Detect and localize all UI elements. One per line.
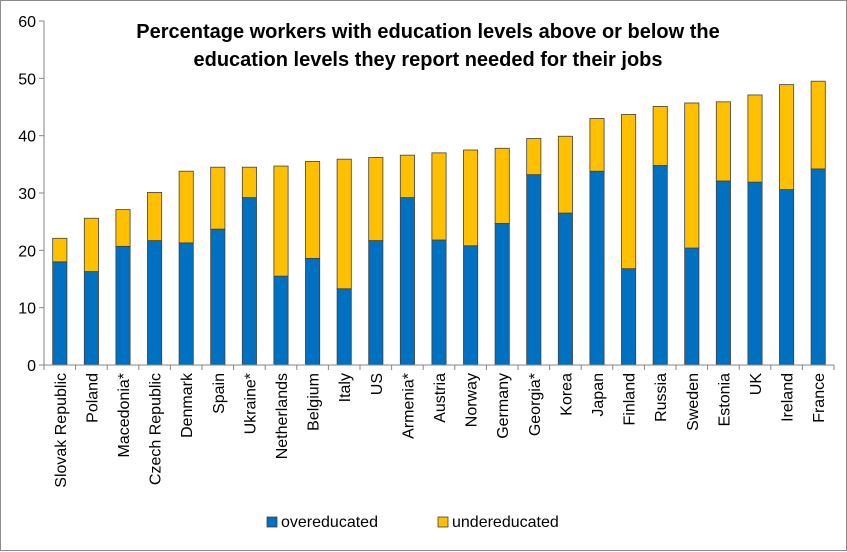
bar-undereducated-sweden [684, 102, 700, 249]
y-tick-label: 30 [18, 186, 36, 203]
bar-overeducated-armenia [399, 197, 415, 366]
bar-undereducated-japan [589, 118, 605, 172]
bar-overeducated-italy [336, 288, 352, 366]
x-tick-label-georgia: Georgia* [527, 373, 544, 436]
x-axis: Slovak Republic Poland Macedonia* Czech Rep… [43, 364, 835, 488]
bar-undereducated-austria [431, 152, 447, 241]
bar-overeducated-denmark [178, 242, 194, 366]
bar-undereducated-korea [557, 135, 573, 214]
bar-undereducated-russia [652, 106, 668, 166]
bar-overeducated-france [810, 168, 826, 366]
x-tick-label-finland: Finland [622, 373, 639, 425]
x-tick-label-netherlands: Netherlands [274, 373, 291, 459]
x-tick-label-us: US [369, 373, 386, 395]
bar-undereducated-slovak-republic [52, 237, 68, 263]
x-tick-label-italy: Italy [337, 373, 354, 402]
x-tick-label-sweden: Sweden [685, 373, 702, 431]
y-tick-label: 60 [18, 14, 36, 31]
x-tick-label-spain: Spain [211, 373, 228, 414]
x-tick-label-norway: Norway [464, 373, 481, 427]
bar-undereducated-ukraine [241, 166, 257, 198]
legend-label-undereducated: undereducated [452, 514, 559, 531]
x-tick-label-ukraine: Ukraine* [242, 373, 259, 434]
bar-undereducated-uk [747, 94, 763, 183]
legend-label-overeducated: overeducated [281, 514, 378, 531]
bar-undereducated-belgium [305, 161, 321, 259]
y-tick-label: 20 [18, 243, 36, 260]
bar-undereducated-macedonia [115, 209, 131, 247]
bar-overeducated-ireland [779, 189, 795, 366]
bar-overeducated-ukraine [241, 197, 257, 366]
x-tick-label-uk: UK [748, 373, 765, 396]
bars [52, 80, 826, 366]
bar-overeducated-finland [621, 268, 637, 366]
y-axis: 0 10 20 30 40 50 60 [18, 14, 45, 375]
bar-undereducated-germany [494, 147, 510, 224]
x-tick-label-france: France [811, 373, 828, 423]
bar-overeducated-sweden [684, 247, 700, 366]
x-tick-label-armenia: Armenia* [400, 373, 417, 439]
y-tick-label: 50 [18, 71, 36, 88]
x-tick-label-estonia: Estonia [716, 373, 733, 426]
x-tick-label-belgium: Belgium [306, 373, 323, 431]
bar-overeducated-belgium [305, 257, 321, 366]
bar-overeducated-poland [83, 271, 99, 366]
chart-title-line-2: education levels they report needed for … [194, 49, 663, 71]
bar-undereducated-italy [336, 158, 352, 290]
bar-overeducated-japan [589, 170, 605, 366]
chart-title-line-1: Percentage workers with education levels… [136, 21, 720, 43]
y-tick-label: 10 [18, 301, 36, 318]
bar-overeducated-spain [210, 228, 226, 366]
x-tick-label-czech-republic: Czech Republic [148, 373, 165, 485]
bar-undereducated-armenia [399, 154, 415, 198]
bar-overeducated-macedonia [115, 245, 131, 366]
x-tick-label-russia: Russia [653, 373, 670, 422]
x-tick-label-germany: Germany [495, 373, 512, 439]
legend-swatch-undereducated [437, 516, 449, 528]
bar-overeducated-us [368, 240, 384, 366]
bar-undereducated-norway [463, 149, 479, 247]
bar-overeducated-russia [652, 165, 668, 366]
bar-overeducated-uk [747, 181, 763, 366]
bar-undereducated-spain [210, 166, 226, 230]
x-tick-label-korea: Korea [558, 373, 575, 416]
x-tick-label-macedonia: Macedonia* [116, 373, 133, 458]
bar-undereducated-denmark [178, 170, 194, 244]
legend: overeducated undereducated [266, 514, 559, 531]
x-tick-label-denmark: Denmark [179, 372, 196, 438]
bar-undereducated-ireland [779, 84, 795, 190]
bar-undereducated-czech-republic [147, 192, 163, 241]
y-tick-label: 0 [27, 358, 36, 375]
bar-undereducated-estonia [715, 101, 731, 182]
bar-overeducated-slovak-republic [52, 261, 68, 366]
x-tick-label-slovak-republic: Slovak Republic [53, 373, 70, 488]
bar-undereducated-netherlands [273, 165, 289, 277]
bar-overeducated-germany [494, 222, 510, 366]
x-tick-label-ireland: Ireland [780, 373, 797, 422]
bar-overeducated-austria [431, 239, 447, 366]
bar-overeducated-estonia [715, 180, 731, 366]
x-tick-label-poland: Poland [84, 373, 101, 423]
bar-undereducated-france [810, 80, 826, 170]
y-tick-label: 40 [18, 129, 36, 146]
x-tick-label-japan: Japan [590, 373, 607, 417]
bar-undereducated-georgia [526, 138, 542, 176]
bar-overeducated-georgia [526, 174, 542, 366]
bar-undereducated-poland [83, 217, 99, 272]
bar-overeducated-korea [557, 212, 573, 366]
x-tick-label-austria: Austria [432, 373, 449, 423]
bar-overeducated-czech-republic [147, 240, 163, 366]
bar-undereducated-us [368, 157, 384, 241]
bar-undereducated-finland [621, 114, 637, 270]
legend-swatch-overeducated [266, 516, 278, 528]
bar-overeducated-norway [463, 245, 479, 366]
bar-overeducated-netherlands [273, 275, 289, 366]
